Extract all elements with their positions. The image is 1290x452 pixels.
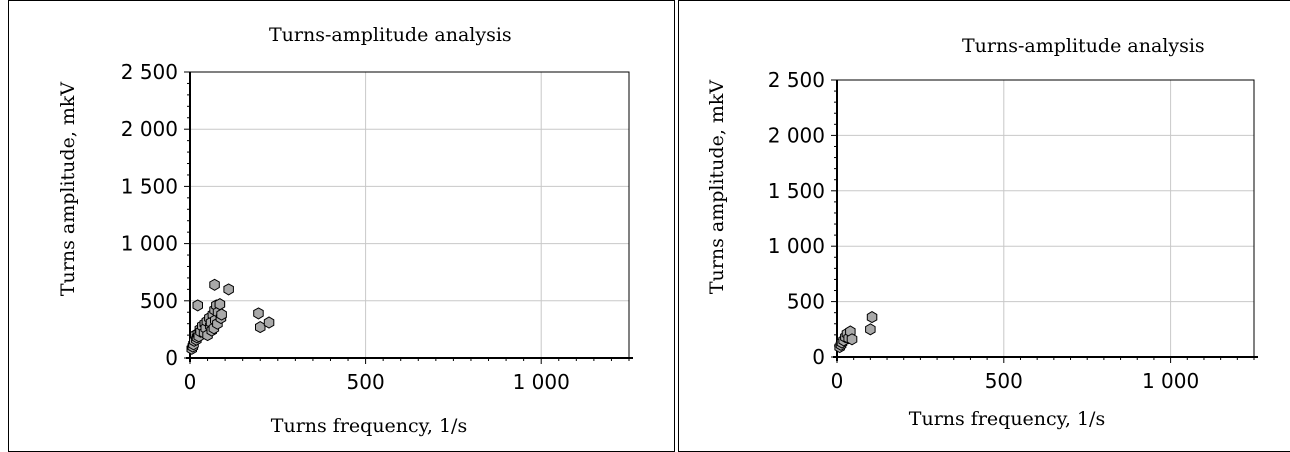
y-tick-label: 500 bbox=[787, 290, 825, 314]
right-chart-panel: Turns-amplitude analysis 0 500 1 000 1 500 2 … bbox=[678, 0, 1290, 452]
y-axis-label: Turns amplitude, mkV bbox=[57, 82, 79, 297]
data-point bbox=[255, 321, 266, 334]
data-point bbox=[192, 299, 203, 312]
data-point bbox=[866, 311, 878, 324]
x-axis-label: Turns frequency, 1/s bbox=[909, 408, 1105, 430]
data-point bbox=[216, 308, 227, 321]
chart-title: Turns-amplitude analysis bbox=[962, 35, 1205, 57]
data-point bbox=[865, 323, 876, 336]
left-chart-panel: Turns-amplitude analysis 0 500 1 000 1 500 2 … bbox=[8, 0, 675, 452]
data-point bbox=[253, 307, 264, 320]
plot-area bbox=[836, 79, 1255, 358]
data-point bbox=[846, 333, 858, 346]
y-tick-label: 0 bbox=[165, 346, 178, 370]
y-tick-label: 2 500 bbox=[121, 60, 178, 84]
y-tick-label: 0 bbox=[812, 345, 825, 369]
data-point bbox=[223, 283, 234, 296]
y-tick-label: 1 000 bbox=[121, 232, 178, 256]
y-tick-label: 1 500 bbox=[768, 179, 825, 203]
data-point bbox=[263, 316, 275, 329]
data-point bbox=[214, 298, 226, 311]
x-tick-label: 1 000 bbox=[1142, 369, 1199, 393]
y-tick-label: 500 bbox=[140, 289, 178, 313]
y-tick-label: 1 000 bbox=[768, 234, 825, 258]
y-tick-label: 2 000 bbox=[121, 117, 178, 141]
y-tick-label: 1 500 bbox=[121, 174, 178, 198]
x-tick-label: 0 bbox=[184, 370, 197, 394]
x-tick-label: 500 bbox=[985, 369, 1023, 393]
y-tick-label: 2 500 bbox=[768, 68, 825, 92]
data-point bbox=[209, 278, 220, 291]
y-tick-label: 2 000 bbox=[768, 123, 825, 147]
x-axis-label: Turns frequency, 1/s bbox=[271, 415, 467, 437]
y-axis-label: Turns amplitude, mkV bbox=[706, 80, 728, 295]
x-tick-label: 1 000 bbox=[513, 370, 570, 394]
right-scatter-chart: Turns-amplitude analysis 0 500 1 000 1 500 2 … bbox=[706, 35, 1258, 430]
chart-title: Turns-amplitude analysis bbox=[269, 24, 512, 46]
x-tick-label: 500 bbox=[347, 370, 385, 394]
x-tick-label: 0 bbox=[831, 369, 844, 393]
left-scatter-chart: Turns-amplitude analysis 0 500 1 000 1 500 2 … bbox=[57, 24, 633, 437]
